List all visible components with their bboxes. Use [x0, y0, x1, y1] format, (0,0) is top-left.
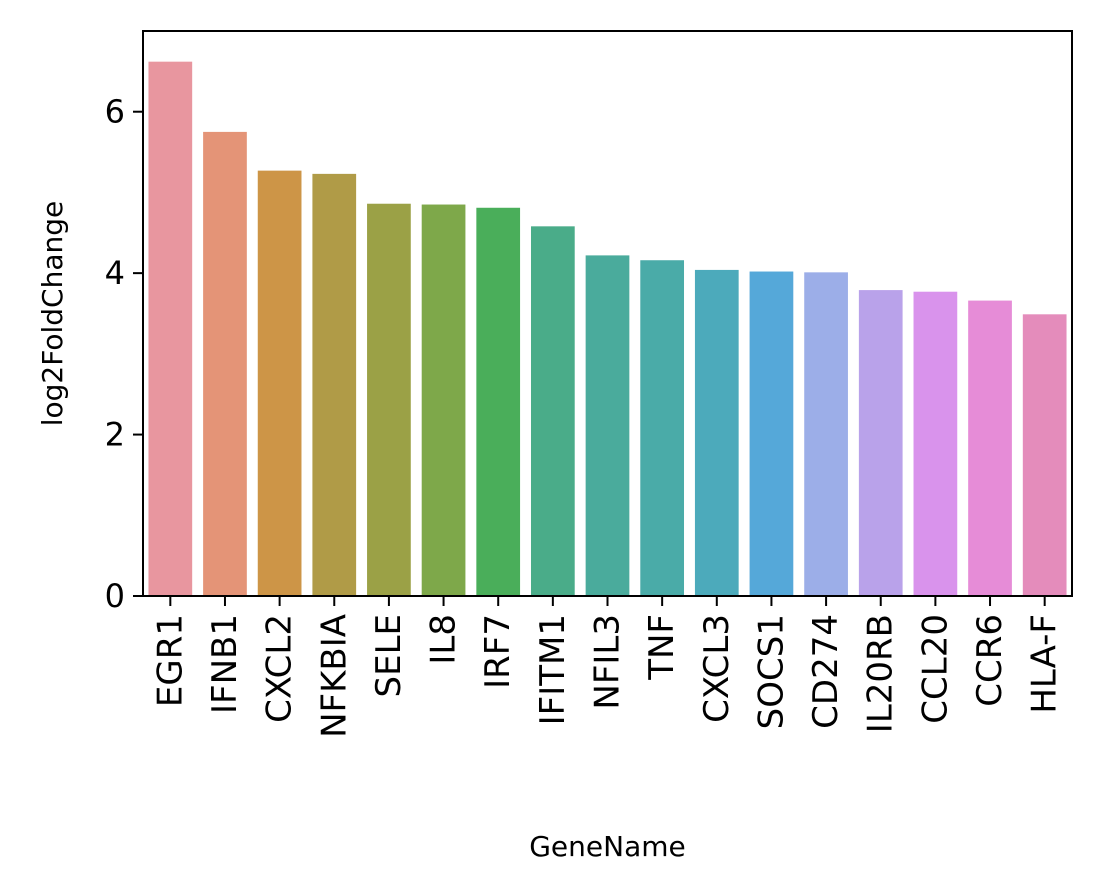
x-tick-label: TNF	[642, 614, 682, 681]
x-tick-label: IL20RB	[861, 614, 901, 733]
x-tick-label: EGR1	[150, 614, 190, 707]
x-tick-label: IFNB1	[205, 614, 245, 714]
bar-nfkbia	[312, 173, 357, 596]
y-axis: 0 2 4 6	[105, 93, 143, 615]
x-tick-label: IRF7	[478, 614, 518, 689]
y-tick-label: 6	[105, 93, 125, 131]
bar-nfil3	[585, 255, 630, 596]
bar-ifitm1	[530, 226, 575, 597]
bars-group	[148, 61, 1067, 597]
bar-ccr6	[968, 300, 1012, 596]
bar-ccl20	[913, 291, 958, 596]
bar-hla-f	[1022, 314, 1067, 596]
bar-egr1	[148, 61, 193, 596]
bar-ifnb1	[203, 131, 247, 596]
x-tick-label: IFITM1	[533, 614, 573, 725]
x-tick-label: SOCS1	[751, 614, 791, 729]
x-tick-label: CCL20	[915, 614, 955, 724]
bar-il8	[421, 204, 466, 597]
bar-irf7	[476, 207, 521, 596]
bar-socs1	[749, 271, 794, 596]
bar-il20rb	[858, 290, 903, 596]
x-tick-label: IL8	[424, 614, 464, 665]
x-axis: EGR1 IFNB1 CXCL2 NFKBIA SELE IL8 IRF7 IFITM1 NFI…	[150, 596, 1065, 738]
bar-cxcl2	[257, 170, 302, 596]
y-tick-label: 2	[105, 416, 125, 454]
y-axis-title: log2FoldChange	[36, 201, 69, 427]
bar-tnf	[640, 260, 685, 596]
x-tick-label: NFKBIA	[314, 614, 354, 738]
x-axis-title: GeneName	[529, 830, 686, 863]
bar-sele	[367, 203, 411, 596]
x-tick-label: CD274	[806, 614, 846, 729]
x-tick-label: CXCL2	[260, 614, 300, 723]
bar-cd274	[804, 272, 848, 596]
y-tick-label: 4	[105, 254, 125, 292]
x-tick-label: NFIL3	[588, 614, 628, 710]
x-tick-label: CCR6	[970, 614, 1010, 707]
bar-cxcl3	[694, 269, 739, 596]
x-tick-label: CXCL3	[697, 614, 737, 723]
y-tick-label: 0	[105, 577, 125, 615]
x-tick-label: SELE	[369, 614, 409, 698]
x-tick-label: HLA-F	[1025, 614, 1065, 714]
plot-frame	[142, 30, 1073, 597]
